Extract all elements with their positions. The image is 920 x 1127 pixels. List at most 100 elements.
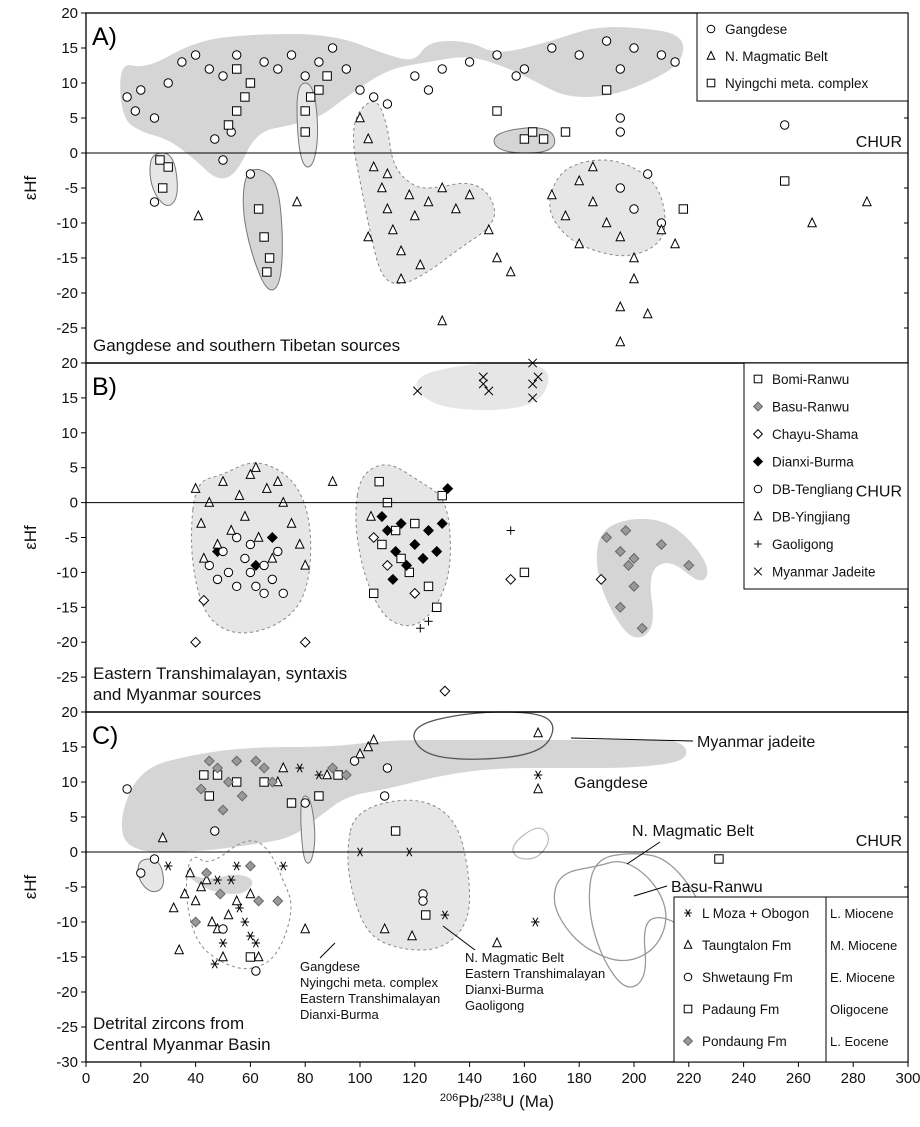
point-p1-s2-15 [507,267,515,276]
ytick-label: -20 [56,285,78,302]
xtick-label: 100 [347,1070,372,1087]
ytick-label: 0 [70,145,78,162]
point-p1-s1-24 [465,58,473,66]
caption-2-1: and Myanmar sources [93,685,261,704]
ytick-label: -25 [56,320,78,337]
xtick-label: 200 [621,1070,646,1087]
caption-3-1: Central Myanmar Basin [93,1035,271,1054]
point-p1-s2-27 [671,239,679,248]
point-p1-s1-12 [274,65,282,73]
point-p2-s5-4 [233,582,241,590]
point-p3-s4-6 [287,799,295,807]
point-p1-s1-37 [246,170,254,178]
point-p1-s3-7 [301,107,309,115]
small-outline-c [513,828,548,859]
point-p3-s2-14 [254,952,262,961]
point-p2-s5-7 [252,582,260,590]
point-p3-s5-8 [246,861,256,871]
annotation-region-2-line: Gaoligong [465,998,524,1013]
ytick-label: 20 [61,704,78,721]
point-p1-s3-20 [781,177,789,185]
ytick-label: 5 [70,460,78,477]
legend-age: L. Eocene [830,1034,889,1049]
legend-label: DB-Tengliang [772,482,853,497]
point-p3-s1-2 [219,939,227,947]
caption-1-0: Gangdese and southern Tibetan sources [93,336,400,355]
point-p2-s7-0 [507,526,515,534]
legend-age: L. Miocene [830,906,894,921]
legend-marker [754,375,762,383]
legend-label: Myanmar Jadeite [772,565,876,580]
eth-region-b2 [356,465,451,626]
point-p2-s5-3 [224,568,232,576]
point-p1-s3-24 [323,72,331,80]
ytick-label: 10 [61,774,78,791]
legend-label: Nyingchi meta. complex [725,76,869,91]
point-p3-s1-1 [211,960,219,968]
nmb-region-a1 [353,102,494,284]
nmb-outline-c [554,862,666,961]
point-p2-s1-10 [438,491,446,499]
point-p3-s5-13 [273,896,283,906]
point-p1-s1-13 [287,51,295,59]
leader-nmb [627,842,660,864]
point-p2-s1-7 [370,589,378,597]
point-p2-s7-2 [416,624,424,632]
jadeite-region-b [417,363,549,410]
annotation-region-1-line: Dianxi-Burma [300,1007,380,1022]
ytick-label: -10 [56,215,78,232]
point-p2-s3-3 [440,686,450,696]
point-p3-s4-0 [200,771,208,779]
point-p2-s1-0 [375,477,383,485]
point-p2-s5-14 [260,589,268,597]
caption-3-0: Detrital zircons from [93,1014,244,1033]
xtick-label: 280 [841,1070,866,1087]
point-p3-s3-3 [211,827,219,835]
annotation-region-2-line: Dianxi-Burma [465,982,545,997]
point-p2-s5-1 [213,575,221,583]
point-p1-s2-37 [863,197,871,206]
point-p2-s5-11 [279,589,287,597]
point-p1-s1-30 [616,65,624,73]
point-p1-s1-15 [315,58,323,66]
point-p1-s1-5 [178,58,186,66]
legend-marker [707,25,715,33]
point-p2-s1-5 [424,582,432,590]
point-p1-s1-33 [671,58,679,66]
xtick-label: 0 [82,1070,90,1087]
legend-label: Bomi-Ranwu [772,372,849,387]
point-p2-s5-9 [268,575,276,583]
xtick-label: 140 [457,1070,482,1087]
point-p1-s1-27 [548,44,556,52]
point-p3-s1-8 [279,862,287,870]
point-p1-s3-6 [263,268,271,276]
xtick-label: 40 [187,1070,204,1087]
point-p3-s1-15 [534,771,542,779]
ytick-label: 5 [70,809,78,826]
caption-2-0: Eastern Transhimalayan, syntaxis [93,664,347,683]
point-p1-s3-8 [306,93,314,101]
xtick-label: 240 [731,1070,756,1087]
point-p2-s5-10 [274,547,282,555]
point-p3-s1-14 [531,918,539,926]
point-p2-s5-8 [260,561,268,569]
point-p3-s2-8 [208,917,216,926]
point-p1-s3-11 [241,93,249,101]
xtick-label: 80 [297,1070,314,1087]
point-p3-s2-26 [534,784,542,793]
ytick-label: 15 [61,739,78,756]
ytick-label: 15 [61,40,78,57]
point-p3-s4-1 [205,792,213,800]
point-p1-s3-19 [679,205,687,213]
legend-marker [684,973,692,981]
xtick-label: 220 [676,1070,701,1087]
point-p3-s4-7 [315,792,323,800]
panel-label-1: A) [92,23,117,51]
annotation-region-1-line: Nyingchi meta. complex [300,975,438,990]
legend-label: Gaoligong [772,537,834,552]
ytick-label: -10 [56,914,78,931]
point-p1-s3-10 [233,107,241,115]
point-p1-s3-22 [246,79,254,87]
point-p1-s1-11 [260,58,268,66]
